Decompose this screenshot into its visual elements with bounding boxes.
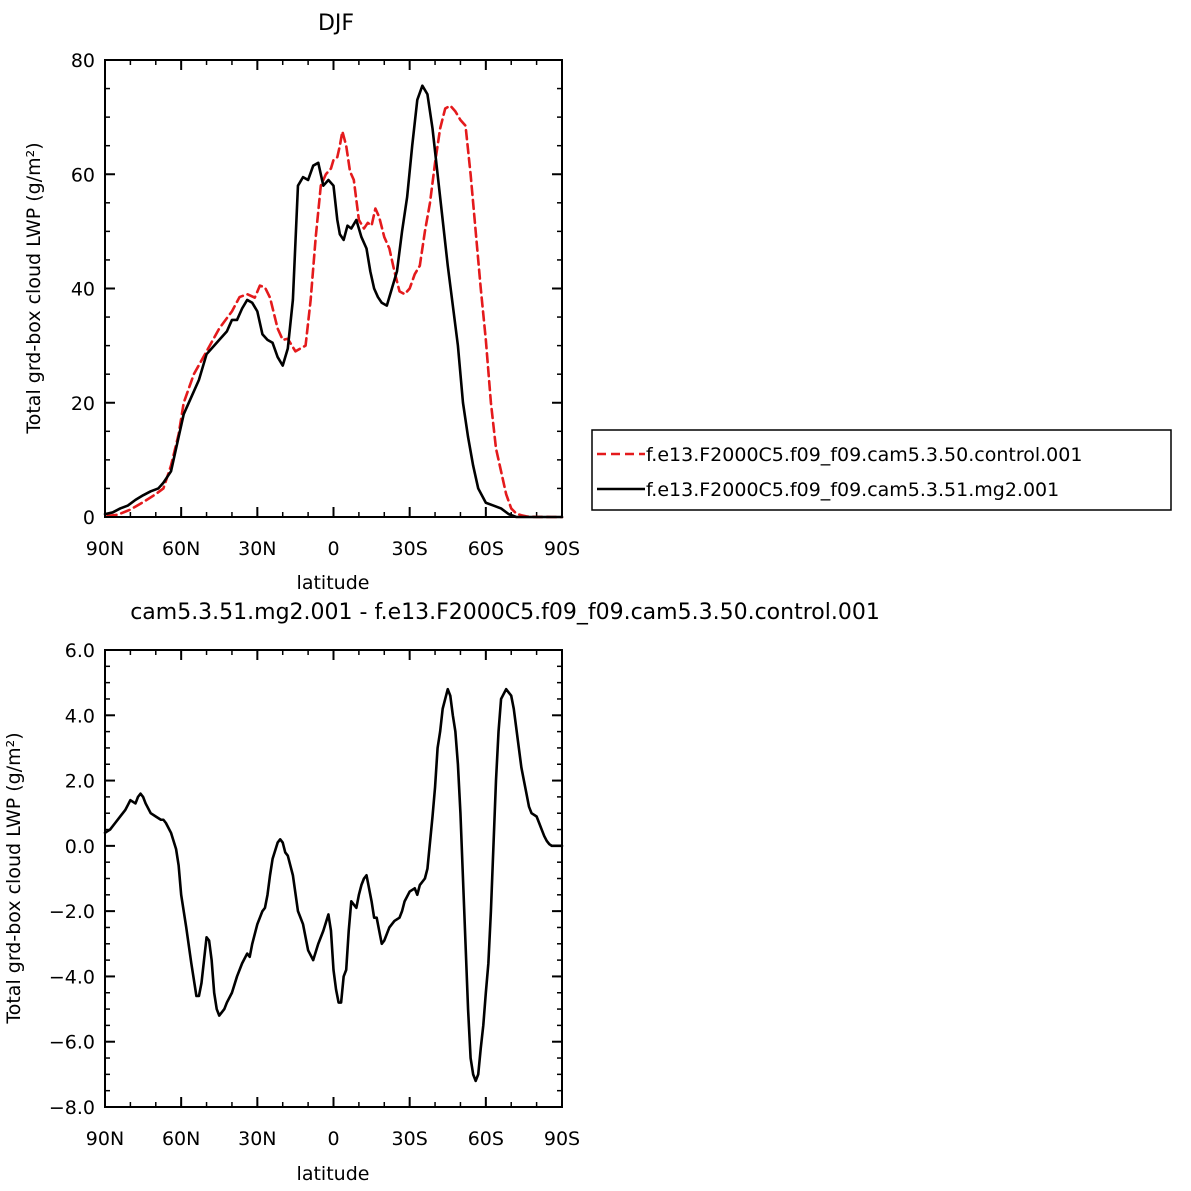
top-y-tick-label: 20 — [71, 393, 95, 415]
top-chart-title: DJF — [318, 11, 354, 36]
legend-label-mg2: f.e13.F2000C5.f09_f09.cam5.3.51.mg2.001 — [646, 479, 1059, 501]
top-x-tick-label: 60N — [162, 538, 200, 560]
top-y-tick-label: 80 — [71, 50, 95, 72]
bottom-chart-title: cam5.3.51.mg2.001 - f.e13.F2000C5.f09_f0… — [130, 600, 880, 625]
bottom-x-tick-label: 90N — [86, 1128, 124, 1150]
top-series-line-1 — [103, 84, 564, 519]
top-y-tick-label: 60 — [71, 164, 95, 186]
top-x-tick-label: 60S — [468, 538, 504, 560]
bottom-x-tick-label: 30S — [392, 1128, 428, 1150]
top-x-tick-label: 90S — [544, 538, 580, 560]
bottom-x-tick-label: 60N — [162, 1128, 200, 1150]
top-x-tick-label: 30N — [238, 538, 276, 560]
bottom-y-tick-label: 4.0 — [65, 705, 95, 727]
top-x-tick-label: 0 — [327, 538, 339, 560]
top-chart-series — [103, 84, 564, 519]
top-y-tick-label: 40 — [71, 279, 95, 301]
top-chart-xlabel: latitude — [297, 572, 370, 594]
bottom-chart-series — [103, 687, 564, 1083]
bottom-x-tick-label: 60S — [468, 1128, 504, 1150]
bottom-x-tick-label: 0 — [327, 1128, 339, 1150]
top-chart-frame — [104, 59, 563, 518]
bottom-x-tick-label: 90S — [544, 1128, 580, 1150]
bottom-y-tick-label: −4.0 — [49, 966, 95, 988]
top-x-tick-label: 30S — [392, 538, 428, 560]
bottom-chart-frame — [104, 649, 563, 1108]
bottom-x-tick-label: 30N — [238, 1128, 276, 1150]
bottom-y-tick-label: −2.0 — [49, 901, 95, 923]
bottom-y-tick-label: 0.0 — [65, 836, 95, 858]
bottom-series-line-0 — [103, 687, 564, 1083]
legend-label-control: f.e13.F2000C5.f09_f09.cam5.3.50.control.… — [646, 444, 1082, 466]
bottom-y-tick-label: 2.0 — [65, 771, 95, 793]
top-x-tick-label: 90N — [86, 538, 124, 560]
top-series-line-0 — [106, 104, 564, 519]
bottom-chart-axes: 90N 60N 30N 0 30S 60S 90S −8.0 −6.0 −4.0 −2.0 0.0 2.… — [49, 640, 580, 1150]
bottom-chart-xlabel: latitude — [297, 1163, 370, 1185]
top-chart-ylabel: Total grd-box cloud LWP (g/m²) — [23, 142, 45, 434]
bottom-y-tick-label: −8.0 — [49, 1097, 95, 1119]
top-chart-panel: DJF 90N 60N 30N 0 30S 60S 90S 0 20 40 60 80 latitud… — [23, 11, 580, 594]
bottom-chart-ylabel: Total grd-box cloud LWP (g/m²) — [3, 732, 25, 1024]
bottom-y-tick-label: 6.0 — [65, 640, 95, 662]
bottom-chart-panel: cam5.3.51.mg2.001 - f.e13.F2000C5.f09_f0… — [3, 600, 880, 1185]
bottom-y-tick-label: −6.0 — [49, 1032, 95, 1054]
top-chart-axes: 90N 60N 30N 0 30S 60S 90S 0 20 40 60 80 — [71, 50, 580, 560]
legend: f.e13.F2000C5.f09_f09.cam5.3.50.control.… — [591, 429, 1172, 511]
legend-box — [591, 429, 1172, 511]
top-y-tick-label: 0 — [83, 507, 95, 529]
